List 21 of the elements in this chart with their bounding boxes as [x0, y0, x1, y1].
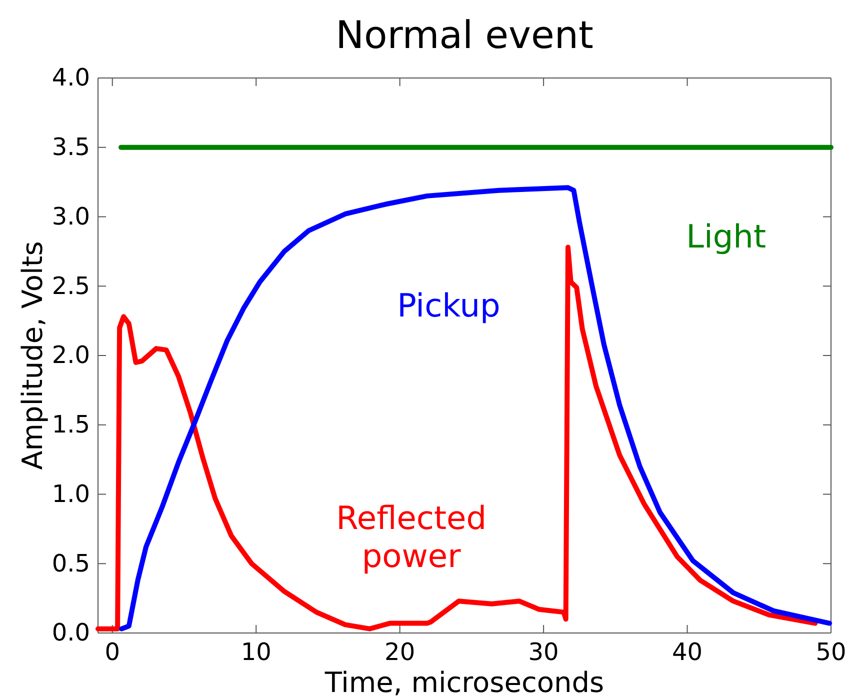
y-tick-label: 2.0 — [52, 341, 90, 370]
chart-title: Normal event — [336, 13, 594, 57]
text: Light — [686, 217, 766, 256]
x-tick-label: 20 — [384, 638, 416, 666]
y-axis-title: Amplitude, Volts — [16, 241, 49, 470]
x-axis-title: Time, microseconds — [324, 666, 604, 699]
x-tick-label: 50 — [816, 638, 846, 666]
y-tick-label: 3.5 — [52, 133, 90, 162]
y-tick-label: 0.5 — [52, 549, 90, 578]
y-tick-label: 3.0 — [52, 202, 90, 230]
y-tick-label: 1.5 — [52, 410, 90, 439]
y-tick-label: 2.5 — [52, 272, 90, 300]
x-tick-label: 40 — [672, 638, 703, 666]
series-label: Reflected power — [336, 498, 487, 575]
x-tick-label: 30 — [528, 638, 559, 666]
x-tick-label: 10 — [240, 638, 272, 666]
text: Pickup — [397, 286, 500, 325]
x-tick-label: 0 — [104, 638, 120, 666]
y-tick-label: 0.0 — [52, 618, 90, 647]
y-tick-label: 1.0 — [52, 480, 90, 508]
y-tick-label: 4.0 — [52, 64, 90, 92]
